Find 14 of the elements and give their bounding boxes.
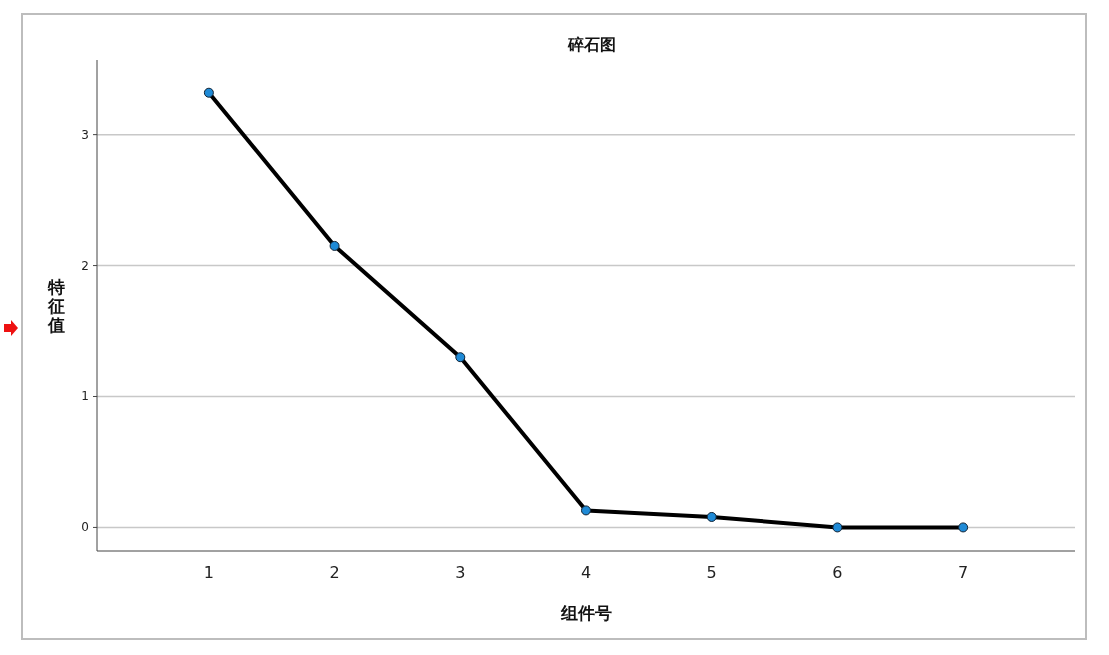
y-tick-label: 2 [81, 258, 89, 273]
x-tick-label: 1 [203, 563, 214, 582]
x-tick-label: 5 [706, 563, 717, 582]
x-tick-label: 3 [455, 563, 466, 582]
x-tick-label: 6 [832, 563, 843, 582]
y-tick-label: 3 [81, 127, 89, 142]
y-tick-label: 1 [81, 389, 89, 404]
chart-title: 碎石图 [567, 35, 616, 54]
y-tick-label: 0 [81, 520, 89, 535]
x-tick-label: 7 [958, 563, 969, 582]
x-tick-label: 4 [580, 563, 592, 582]
x-tick-label: 2 [329, 563, 340, 582]
x-axis-title: 组件号 [559, 603, 612, 623]
y-axis-title: 特征值 [46, 276, 65, 335]
